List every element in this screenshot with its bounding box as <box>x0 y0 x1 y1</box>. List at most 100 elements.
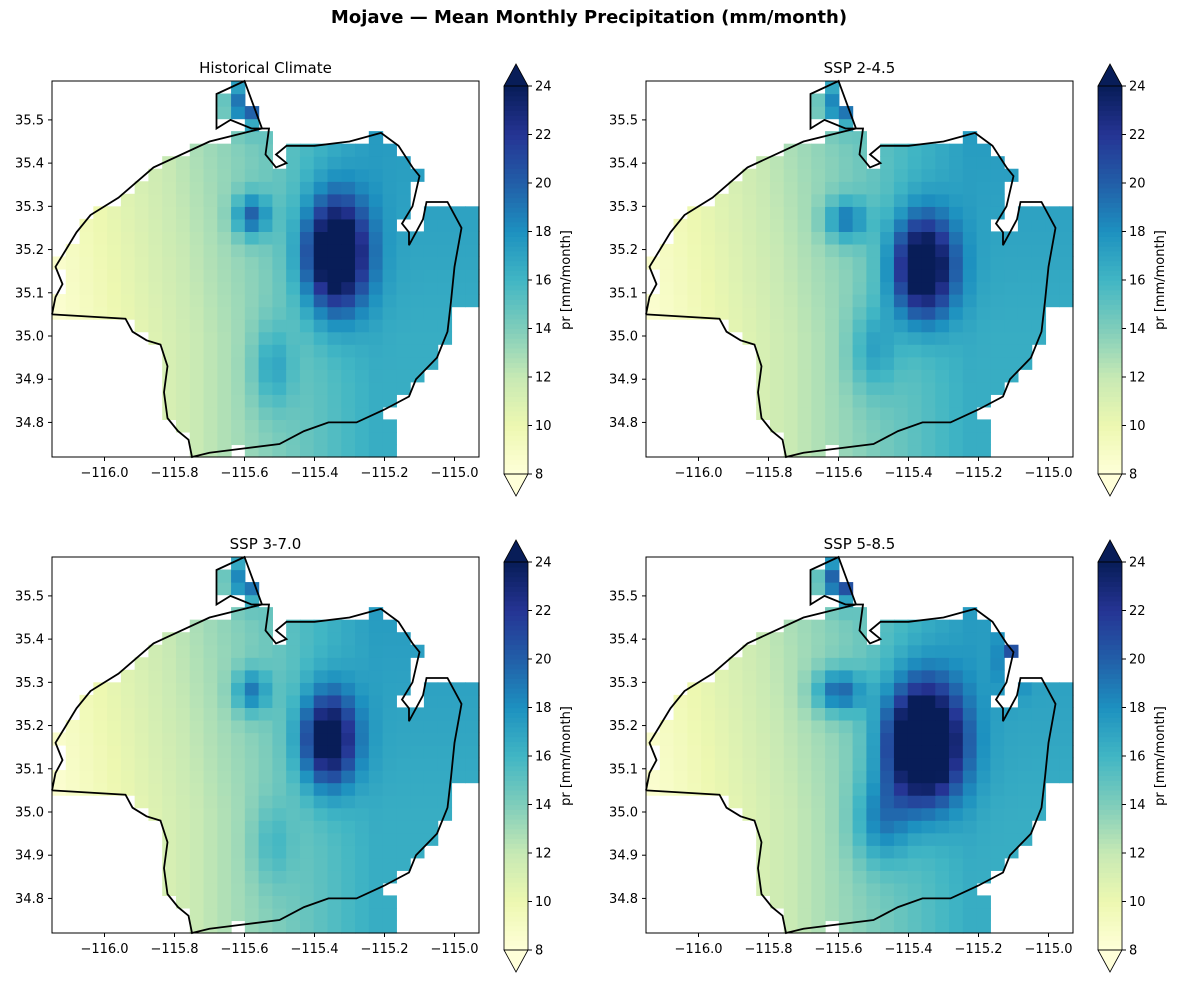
heatmap-cell <box>935 619 950 633</box>
heatmap-cell <box>437 269 453 283</box>
colorbar-segment <box>1098 610 1122 616</box>
heatmap-cell <box>783 832 799 846</box>
heatmap-cell <box>880 218 895 232</box>
heatmap-cell <box>382 782 397 796</box>
heatmap-cell <box>1017 218 1033 232</box>
heatmap-cell <box>382 669 397 683</box>
heatmap-cell <box>79 694 94 708</box>
heatmap-cell <box>217 719 232 734</box>
colorbar-segment <box>504 440 528 446</box>
heatmap-cell <box>175 857 191 871</box>
heatmap-cell <box>976 907 991 922</box>
heatmap-cell <box>355 269 370 283</box>
colorbar-segment <box>504 260 528 267</box>
heatmap-cell <box>701 243 716 258</box>
heatmap-cell <box>880 231 895 245</box>
heatmap-cell <box>893 807 909 821</box>
heatmap-cell <box>1059 294 1074 308</box>
heatmap-cell <box>838 306 854 320</box>
heatmap-cell <box>825 419 840 433</box>
heatmap-cell <box>714 306 730 320</box>
colorbar-segment <box>504 202 528 208</box>
heatmap-cell <box>962 419 978 433</box>
heatmap-cell <box>949 243 964 258</box>
heatmap-cell <box>907 381 923 395</box>
heatmap-cell <box>838 193 854 207</box>
colorbar-segment <box>1098 717 1122 723</box>
heatmap-cell <box>976 770 991 784</box>
colorbar-segment <box>1098 95 1122 102</box>
heatmap-cell <box>341 882 356 896</box>
heatmap-cell <box>852 331 867 345</box>
heatmap-cell <box>756 281 771 295</box>
heatmap-cell <box>756 181 771 195</box>
heatmap-cell <box>728 694 744 708</box>
heatmap-cell <box>120 306 136 320</box>
heatmap-cell <box>231 381 246 395</box>
heatmap-cell <box>756 193 771 207</box>
x-tick-label: −115.6 <box>220 942 268 957</box>
heatmap-cell <box>368 156 384 170</box>
heatmap-cell <box>921 369 936 383</box>
heatmap-cell <box>272 331 287 345</box>
colorbar-segment <box>504 420 528 427</box>
heatmap-cell <box>148 206 163 220</box>
heatmap-cell <box>231 81 246 95</box>
heatmap-cell <box>838 419 854 433</box>
heatmap-cell <box>327 156 342 170</box>
heatmap-cell <box>976 632 991 646</box>
heatmap-cell <box>327 431 342 446</box>
heatmap-cell <box>880 181 895 195</box>
heatmap-cell <box>852 181 867 195</box>
heatmap-cell <box>1017 757 1033 771</box>
heatmap-cell <box>962 218 978 232</box>
heatmap-cell <box>203 619 218 633</box>
heatmap-cell <box>728 657 744 671</box>
heatmap-cell <box>742 757 757 771</box>
y-tick-label: 34.8 <box>609 892 638 907</box>
colorbar-segment <box>1098 216 1122 223</box>
heatmap-cell <box>286 356 301 370</box>
heatmap-cell <box>244 719 260 734</box>
colorbar-segment <box>1098 702 1122 709</box>
heatmap-cell <box>258 344 273 358</box>
heatmap-cell <box>728 231 744 245</box>
heatmap-cell <box>880 344 895 358</box>
heatmap-cell <box>811 269 826 283</box>
colorbar-segment <box>504 347 528 354</box>
heatmap-cell <box>217 431 232 446</box>
heatmap-cell <box>907 694 923 708</box>
heatmap-cell <box>921 707 936 721</box>
heatmap-cell <box>742 745 757 759</box>
heatmap-cell <box>935 857 950 871</box>
colorbar-segment <box>1098 153 1122 160</box>
colorbar-tick-label: 16 <box>535 750 552 765</box>
heatmap-cell <box>1017 306 1033 320</box>
heatmap-cell <box>231 882 246 896</box>
heatmap-cell <box>327 632 342 646</box>
heatmap-cell <box>327 682 342 696</box>
heatmap-cell <box>714 757 730 771</box>
heatmap-cell <box>355 757 370 771</box>
heatmap-cell <box>962 431 978 446</box>
heatmap-cell <box>368 356 384 370</box>
colorbar-segment <box>504 823 528 830</box>
heatmap-cell <box>382 820 397 834</box>
colorbar-segment <box>1098 872 1122 878</box>
heatmap-cell <box>921 419 936 433</box>
heatmap-cell <box>811 181 826 195</box>
heatmap-cell <box>313 381 329 395</box>
heatmap-cells <box>52 81 480 458</box>
heatmap-cell <box>921 356 936 370</box>
heatmap-cell <box>921 719 936 734</box>
colorbar-segment <box>504 129 528 136</box>
colorbar-segment <box>504 139 528 145</box>
heatmap-cell <box>880 381 895 395</box>
heatmap-cell <box>1004 344 1019 358</box>
heatmap-cell <box>341 281 356 295</box>
heatmap-cell <box>769 344 785 358</box>
heatmap-cell <box>756 770 771 784</box>
heatmap-cell <box>423 331 439 345</box>
heatmap-cell <box>231 106 246 120</box>
